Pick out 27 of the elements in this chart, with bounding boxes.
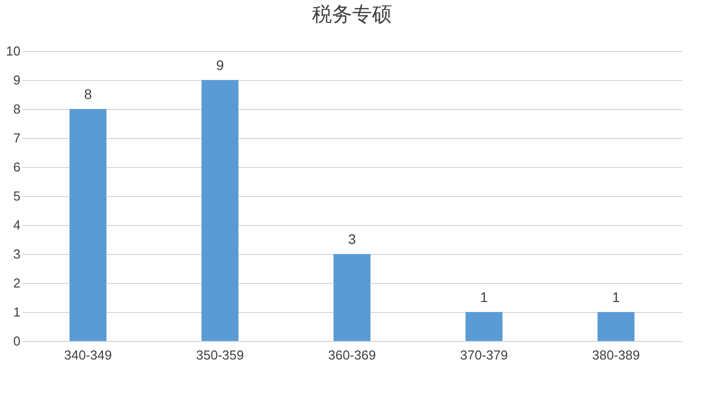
- x-tick-label: 360-369: [328, 348, 376, 362]
- data-label: 3: [348, 231, 356, 247]
- y-tick-label: 5: [13, 188, 20, 204]
- bar: [466, 312, 502, 341]
- data-label: 1: [612, 289, 620, 305]
- y-tick-label: 4: [13, 218, 20, 232]
- y-tick-label: 3: [13, 246, 20, 262]
- y-tick-label: 8: [13, 102, 20, 116]
- y-tick-label: 10: [6, 44, 20, 58]
- bar: [70, 109, 106, 341]
- x-tick-label: 340-349: [64, 348, 112, 362]
- data-label: 8: [84, 86, 92, 102]
- bar: [598, 312, 634, 341]
- y-tick-label: 0: [13, 334, 20, 348]
- data-label: 1: [480, 289, 488, 305]
- y-tick-label: 1: [13, 304, 20, 320]
- x-tick-label: 370-379: [460, 348, 508, 362]
- bar: [334, 254, 370, 341]
- chart-title: 税务专硕: [312, 4, 392, 26]
- x-tick-label: 350-359: [196, 348, 244, 362]
- y-tick-label: 2: [13, 276, 20, 290]
- y-tick-label: 6: [13, 160, 20, 174]
- y-tick-label: 9: [13, 72, 20, 88]
- bar: [202, 80, 238, 341]
- y-tick-label: 7: [13, 130, 20, 146]
- data-label: 9: [216, 57, 224, 73]
- x-tick-label: 380-389: [592, 348, 640, 362]
